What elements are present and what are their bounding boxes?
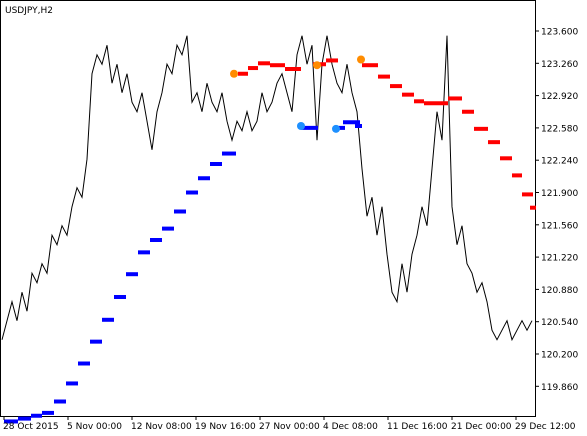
- resistance-marker-2: [357, 55, 365, 64]
- y-tick-label-0: 123.600: [541, 28, 578, 38]
- x-tick-label-7: 21 Dec 00:00: [451, 422, 512, 432]
- chart-title: USDJPY,H2: [5, 6, 53, 16]
- price-layer: [1, 35, 533, 342]
- price-line: [1, 35, 533, 342]
- x-tick-label-4: 27 Nov 00:00: [259, 422, 320, 432]
- x-tick-label-2: 12 Nov 08:00: [131, 422, 192, 432]
- y-tick-label-11: 119.860: [541, 383, 578, 393]
- y-tick-label-3: 122.580: [541, 124, 578, 134]
- y-tick-label-7: 121.220: [541, 254, 578, 264]
- resistance-marker-0: [230, 69, 238, 78]
- y-tick-label-8: 120.880: [541, 286, 578, 296]
- x-tick-label-3: 19 Nov 16:00: [195, 422, 256, 432]
- x-tick-label-6: 11 Dec 16:00: [387, 422, 448, 432]
- x-tick-label-5: 4 Dec 08:00: [323, 422, 378, 432]
- x-tick-label-0: 28 Oct 2015: [3, 422, 59, 432]
- resistance-marker-1: [313, 61, 321, 70]
- marker-layer: [230, 55, 365, 133]
- y-tick-label-2: 122.920: [541, 92, 578, 102]
- y-tick-label-6: 121.560: [541, 221, 578, 231]
- y-tick-label-5: 121.900: [541, 189, 578, 199]
- y-tick-label-1: 123.260: [541, 60, 578, 70]
- x-tick-label-8: 29 Dec 12:00: [515, 422, 576, 432]
- y-tick-label-4: 122.240: [541, 157, 578, 167]
- y-axis: 123.600 123.260 122.920 122.580 122.240 121.9…: [535, 28, 578, 393]
- support-marker-3: [297, 122, 305, 130]
- y-tick-label-10: 120.200: [541, 351, 578, 361]
- support-marker-4: [332, 124, 340, 133]
- x-tick-label-1: 5 Nov 00:00: [67, 422, 122, 432]
- support-layer: [4, 120, 362, 424]
- x-axis: 28 Oct 2015 5 Nov 00:00 12 Nov 08:00 19 Nov…: [3, 416, 576, 432]
- y-tick-label-9: 120.540: [541, 318, 578, 328]
